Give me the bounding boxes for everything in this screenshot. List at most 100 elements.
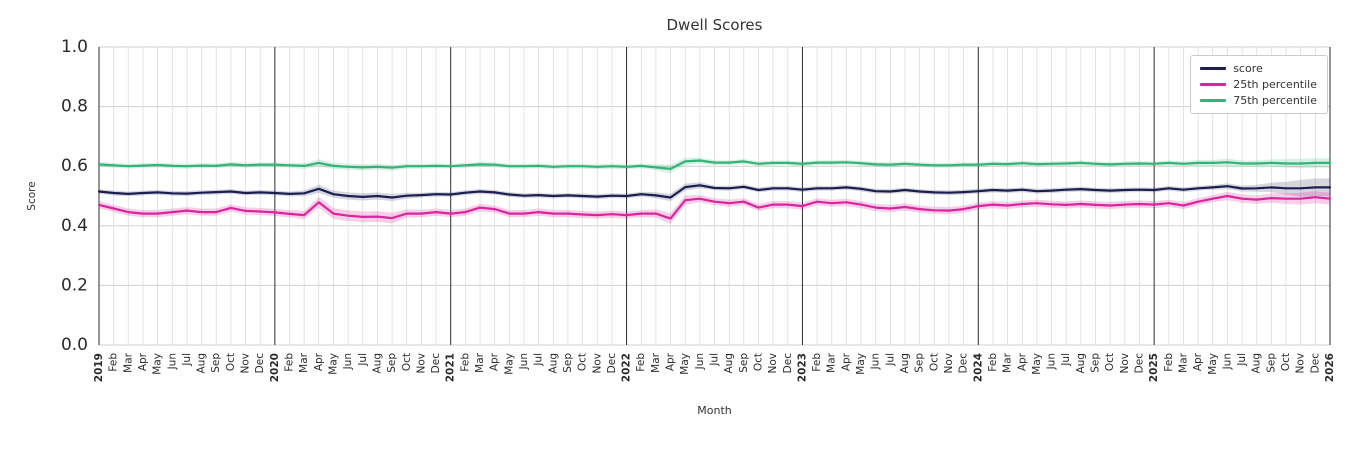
svg-text:0.8: 0.8 xyxy=(61,97,88,117)
svg-text:Aug: Aug xyxy=(371,353,383,374)
svg-text:Mar: Mar xyxy=(1177,352,1189,372)
svg-text:Jun: Jun xyxy=(1221,353,1233,370)
svg-text:Mar: Mar xyxy=(474,352,486,372)
svg-text:Apr: Apr xyxy=(840,352,852,371)
svg-text:2025: 2025 xyxy=(1148,353,1160,382)
svg-text:Dec: Dec xyxy=(1309,353,1321,374)
svg-text:Nov: Nov xyxy=(591,353,603,374)
svg-text:Oct: Oct xyxy=(401,353,413,371)
svg-text:0.4: 0.4 xyxy=(61,216,88,236)
svg-text:Mar: Mar xyxy=(826,352,838,372)
svg-text:Dec: Dec xyxy=(1133,353,1145,374)
svg-text:Apr: Apr xyxy=(137,352,149,371)
y-axis-label: Score xyxy=(26,181,38,211)
svg-text:May: May xyxy=(1031,353,1043,375)
svg-text:Jul: Jul xyxy=(357,353,369,367)
svg-text:Feb: Feb xyxy=(987,353,999,372)
legend-item-75th-percentile: 75th percentile xyxy=(1200,95,1317,106)
svg-text:Jun: Jun xyxy=(870,353,882,370)
svg-text:Oct: Oct xyxy=(752,353,764,371)
svg-text:Jun: Jun xyxy=(518,353,530,370)
svg-text:Nov: Nov xyxy=(943,353,955,374)
svg-text:2021: 2021 xyxy=(445,353,457,382)
svg-text:May: May xyxy=(679,353,691,375)
svg-text:Sep: Sep xyxy=(210,353,222,373)
svg-text:Oct: Oct xyxy=(225,353,237,371)
svg-text:May: May xyxy=(1207,353,1219,375)
75th-percentile-line-swatch xyxy=(1200,99,1227,102)
svg-text:Mar: Mar xyxy=(650,352,662,372)
svg-text:Jun: Jun xyxy=(166,353,178,370)
svg-text:Oct: Oct xyxy=(1104,353,1116,371)
svg-text:Feb: Feb xyxy=(635,353,647,372)
svg-text:2024: 2024 xyxy=(972,353,984,382)
svg-text:2023: 2023 xyxy=(796,353,808,382)
svg-text:Aug: Aug xyxy=(1251,353,1263,374)
svg-text:Apr: Apr xyxy=(1192,352,1204,371)
svg-text:Dec: Dec xyxy=(606,353,618,374)
legend-label-75th-percentile: 75th percentile xyxy=(1233,94,1317,107)
x-axis-label: Month xyxy=(697,404,732,417)
svg-text:Dec: Dec xyxy=(782,353,794,374)
svg-text:Jul: Jul xyxy=(1236,353,1248,367)
svg-text:Feb: Feb xyxy=(108,353,120,372)
svg-text:Jul: Jul xyxy=(1060,353,1072,367)
25th-percentile-line-swatch xyxy=(1200,83,1227,86)
svg-text:Sep: Sep xyxy=(1265,353,1277,373)
svg-text:Nov: Nov xyxy=(240,353,252,374)
svg-text:Jun: Jun xyxy=(694,353,706,370)
svg-text:Oct: Oct xyxy=(1280,353,1292,371)
svg-text:Oct: Oct xyxy=(577,353,589,371)
svg-text:May: May xyxy=(152,353,164,375)
svg-text:Jun: Jun xyxy=(342,353,354,370)
svg-text:Mar: Mar xyxy=(298,352,310,372)
svg-text:2019: 2019 xyxy=(93,353,105,382)
svg-text:2026: 2026 xyxy=(1324,353,1336,382)
svg-text:Sep: Sep xyxy=(738,353,750,373)
svg-text:Dec: Dec xyxy=(254,353,266,374)
svg-text:0.2: 0.2 xyxy=(61,275,88,295)
svg-text:Oct: Oct xyxy=(928,353,940,371)
svg-text:Mar: Mar xyxy=(1002,352,1014,372)
legend-item-score: score xyxy=(1200,63,1317,74)
svg-text:Mar: Mar xyxy=(122,352,134,372)
svg-text:Sep: Sep xyxy=(1090,353,1102,373)
svg-text:Nov: Nov xyxy=(1119,353,1131,374)
chart-title: Dwell Scores xyxy=(666,16,763,34)
svg-text:Aug: Aug xyxy=(547,353,559,374)
svg-text:Jun: Jun xyxy=(1046,353,1058,370)
svg-text:Jul: Jul xyxy=(181,353,193,367)
svg-text:Aug: Aug xyxy=(723,353,735,374)
svg-text:Apr: Apr xyxy=(489,352,501,371)
legend: score 25th percentile 75th percentile xyxy=(1190,55,1328,114)
svg-text:Jul: Jul xyxy=(709,353,721,367)
svg-text:Jul: Jul xyxy=(884,353,896,367)
svg-text:Sep: Sep xyxy=(562,353,574,373)
legend-item-25th-percentile: 25th percentile xyxy=(1200,79,1317,90)
svg-text:May: May xyxy=(327,353,339,375)
legend-label-score: score xyxy=(1233,62,1263,75)
svg-text:Nov: Nov xyxy=(1295,353,1307,374)
svg-text:Sep: Sep xyxy=(914,353,926,373)
score-line-swatch xyxy=(1200,67,1227,70)
svg-text:May: May xyxy=(855,353,867,375)
svg-text:Aug: Aug xyxy=(196,353,208,374)
svg-text:Dec: Dec xyxy=(430,353,442,374)
svg-text:Feb: Feb xyxy=(284,353,296,372)
svg-text:1.0: 1.0 xyxy=(61,37,88,57)
svg-text:Nov: Nov xyxy=(415,353,427,374)
svg-text:0.0: 0.0 xyxy=(61,335,88,355)
svg-text:Feb: Feb xyxy=(459,353,471,372)
svg-text:Feb: Feb xyxy=(1163,353,1175,372)
svg-text:Dec: Dec xyxy=(958,353,970,374)
svg-text:Apr: Apr xyxy=(313,352,325,371)
svg-text:May: May xyxy=(503,353,515,375)
svg-text:0.6: 0.6 xyxy=(61,156,88,176)
svg-text:Jul: Jul xyxy=(533,353,545,367)
svg-text:Sep: Sep xyxy=(386,353,398,373)
svg-text:2022: 2022 xyxy=(621,353,633,382)
svg-text:Apr: Apr xyxy=(1016,352,1028,371)
svg-text:Aug: Aug xyxy=(1075,353,1087,374)
